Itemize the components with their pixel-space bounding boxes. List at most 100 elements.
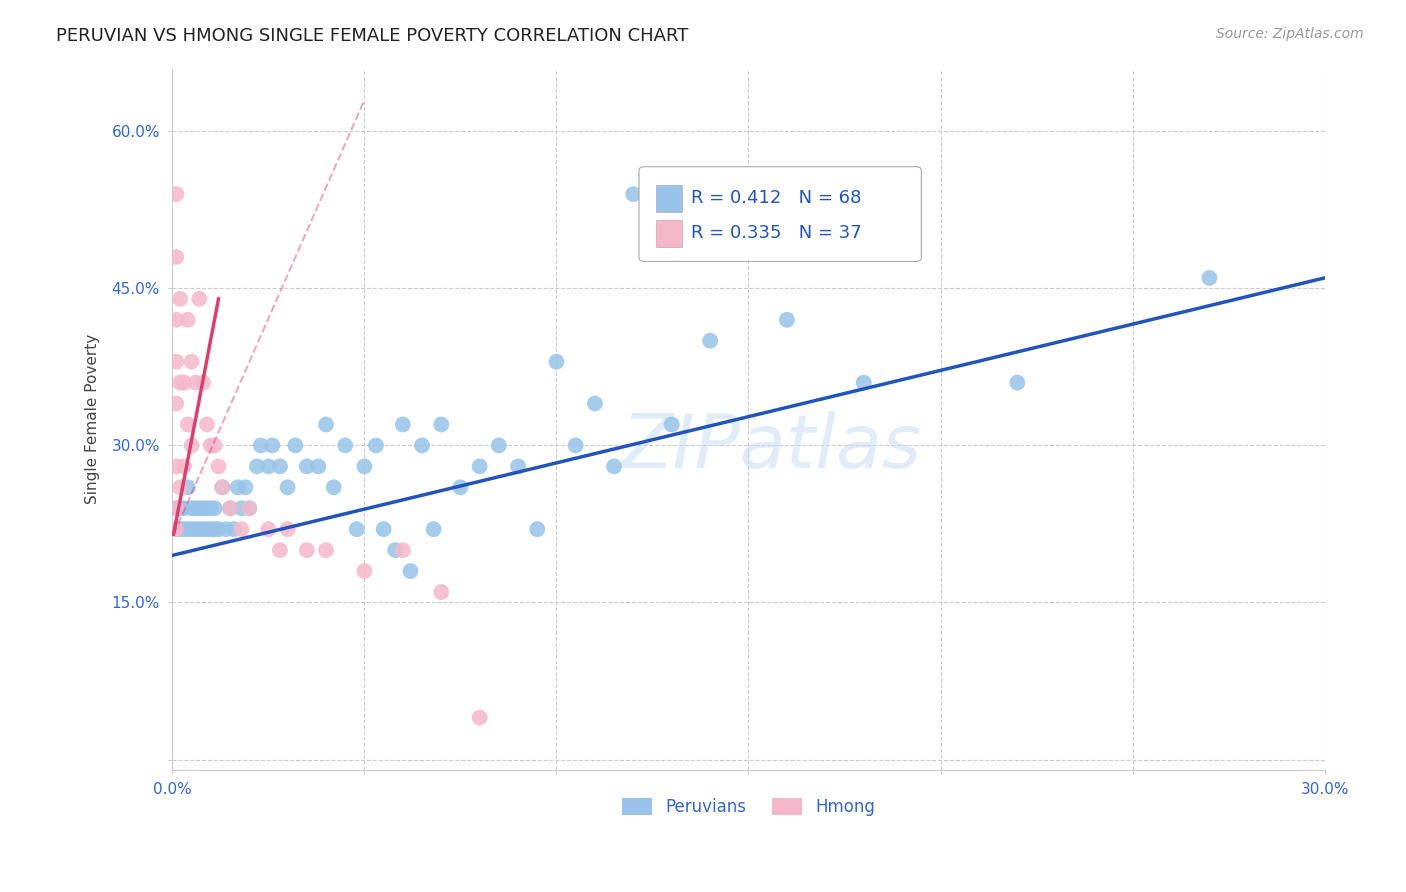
Point	[180, 501, 202, 516]
Text: R = 0.412   N = 68: R = 0.412 N = 68	[690, 189, 862, 207]
Point	[238, 501, 260, 516]
Point	[295, 543, 318, 558]
Point	[165, 522, 187, 536]
Point	[169, 501, 191, 516]
Point	[852, 376, 875, 390]
Point	[506, 459, 529, 474]
Point	[384, 543, 406, 558]
Point	[295, 459, 318, 474]
Point	[411, 438, 433, 452]
Point	[603, 459, 626, 474]
Point	[211, 480, 233, 494]
Point	[177, 480, 200, 494]
Point	[526, 522, 548, 536]
Text: Source: ZipAtlas.com: Source: ZipAtlas.com	[1216, 27, 1364, 41]
Point	[207, 459, 229, 474]
Legend: Peruvians, Hmong: Peruvians, Hmong	[614, 790, 883, 825]
Point	[249, 438, 271, 452]
Point	[353, 459, 375, 474]
Point	[191, 522, 214, 536]
Point	[180, 354, 202, 368]
Point	[177, 313, 200, 327]
Point	[200, 501, 222, 516]
Point	[1007, 376, 1029, 390]
Point	[422, 522, 444, 536]
Point	[238, 501, 260, 516]
Point	[188, 292, 211, 306]
Point	[219, 501, 242, 516]
Point	[215, 522, 238, 536]
Point	[231, 522, 253, 536]
Point	[188, 501, 211, 516]
Point	[392, 417, 415, 432]
Point	[188, 522, 211, 536]
Point	[180, 438, 202, 452]
Point	[488, 438, 510, 452]
Y-axis label: Single Female Poverty: Single Female Poverty	[86, 334, 100, 504]
Point	[235, 480, 257, 494]
Point	[468, 459, 491, 474]
Point	[315, 417, 337, 432]
Point	[177, 522, 200, 536]
Point	[257, 522, 280, 536]
Point	[583, 396, 606, 410]
Point	[169, 480, 191, 494]
Point	[184, 522, 207, 536]
Point	[191, 376, 214, 390]
Point	[165, 501, 187, 516]
Point	[165, 459, 187, 474]
FancyBboxPatch shape	[657, 220, 682, 247]
Point	[776, 313, 799, 327]
Point	[211, 480, 233, 494]
Point	[262, 438, 284, 452]
Point	[200, 438, 222, 452]
Text: R = 0.335   N = 37: R = 0.335 N = 37	[690, 225, 862, 243]
Point	[699, 334, 721, 348]
Point	[173, 522, 195, 536]
Point	[219, 501, 242, 516]
Point	[204, 438, 226, 452]
Point	[177, 417, 200, 432]
Point	[621, 187, 644, 202]
Point	[165, 313, 187, 327]
Point	[284, 438, 307, 452]
Point	[191, 501, 214, 516]
Point	[430, 417, 453, 432]
Point	[373, 522, 395, 536]
Point	[307, 459, 329, 474]
Point	[269, 459, 291, 474]
Point	[165, 354, 187, 368]
Point	[430, 585, 453, 599]
Point	[226, 480, 249, 494]
Point	[173, 459, 195, 474]
Point	[1198, 271, 1220, 285]
Point	[277, 522, 299, 536]
Point	[165, 396, 187, 410]
Point	[564, 438, 586, 452]
Point	[184, 501, 207, 516]
Point	[207, 522, 229, 536]
Point	[322, 480, 344, 494]
Point	[169, 376, 191, 390]
Point	[353, 564, 375, 578]
FancyBboxPatch shape	[657, 185, 682, 211]
Point	[364, 438, 387, 452]
Point	[277, 480, 299, 494]
Point	[184, 376, 207, 390]
Point	[468, 711, 491, 725]
Point	[169, 522, 191, 536]
Point	[315, 543, 337, 558]
Point	[165, 187, 187, 202]
Point	[165, 250, 187, 264]
Point	[200, 522, 222, 536]
Point	[195, 522, 218, 536]
Point	[231, 501, 253, 516]
Point	[246, 459, 269, 474]
Point	[165, 501, 187, 516]
Point	[204, 522, 226, 536]
Point	[257, 459, 280, 474]
Point	[180, 522, 202, 536]
Point	[269, 543, 291, 558]
Point	[204, 501, 226, 516]
Point	[661, 417, 683, 432]
